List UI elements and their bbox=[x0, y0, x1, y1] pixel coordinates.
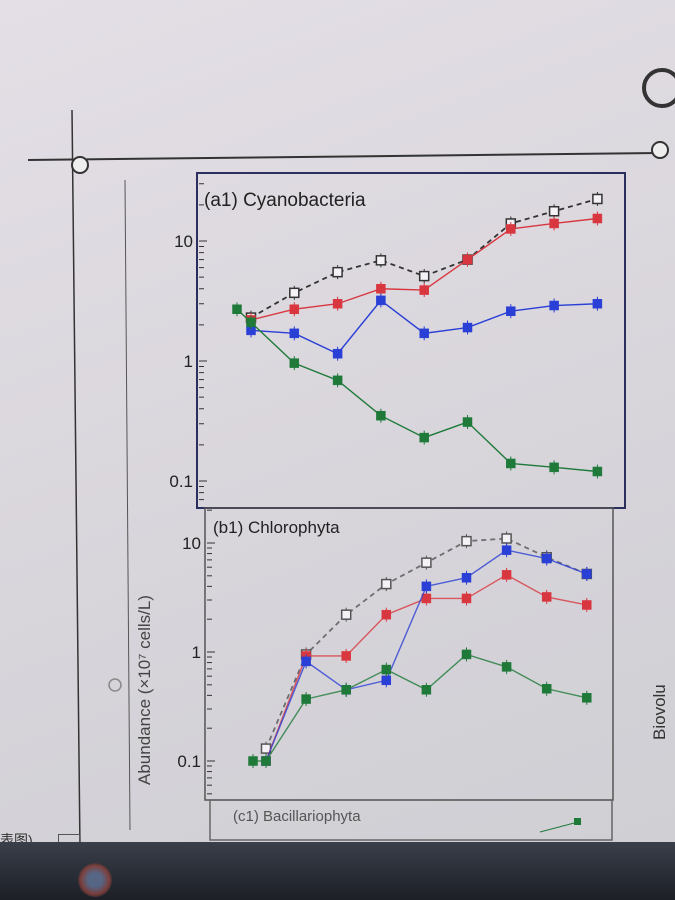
data-point bbox=[506, 224, 516, 234]
data-point bbox=[421, 581, 432, 592]
data-point bbox=[462, 254, 473, 265]
data-point bbox=[541, 684, 552, 694]
data-point bbox=[341, 651, 351, 661]
data-point bbox=[289, 328, 300, 339]
data-point bbox=[592, 466, 603, 477]
data-point bbox=[332, 348, 343, 359]
taskbar bbox=[0, 842, 675, 900]
data-point bbox=[549, 218, 559, 229]
guide-line-horizontal[interactable] bbox=[27, 152, 661, 161]
data-point bbox=[592, 298, 603, 309]
data-point bbox=[592, 213, 603, 224]
data-point bbox=[341, 685, 351, 695]
panel-b1-title: (b1) Chlorophyta bbox=[213, 518, 340, 537]
data-point bbox=[340, 609, 352, 620]
data-point bbox=[419, 328, 429, 339]
data-point bbox=[381, 664, 392, 675]
data-point bbox=[421, 557, 432, 568]
data-point bbox=[419, 432, 429, 443]
biovolume-label: Biovolu bbox=[650, 684, 669, 740]
data-point bbox=[301, 656, 311, 667]
panel-c1-title: (c1) Bacillariophyta bbox=[233, 808, 361, 825]
data-point bbox=[376, 284, 386, 294]
series-line bbox=[250, 198, 598, 319]
data-point bbox=[332, 375, 343, 386]
guide-line-vertical[interactable] bbox=[71, 109, 81, 851]
y-tick-label: 0.1 bbox=[177, 752, 201, 771]
data-point bbox=[541, 553, 552, 564]
data-point bbox=[506, 458, 516, 469]
figure-border bbox=[124, 179, 131, 831]
y-axis-title: Abundance (×10⁷ cells/L) bbox=[135, 595, 154, 785]
data-point bbox=[582, 693, 592, 703]
panel-a1: 10 1 0.1 bbox=[169, 183, 603, 501]
y-tick-label: 0.1 bbox=[169, 472, 193, 491]
data-point bbox=[461, 572, 472, 583]
data-point bbox=[248, 756, 258, 766]
data-point bbox=[418, 270, 430, 282]
rotate-handle-icon[interactable] bbox=[642, 68, 675, 108]
data-point bbox=[261, 756, 271, 766]
c1-series-line bbox=[539, 821, 579, 833]
data-point bbox=[461, 593, 472, 604]
data-point bbox=[419, 285, 429, 295]
data-point bbox=[289, 304, 300, 314]
y-tick-label: 10 bbox=[174, 232, 193, 251]
data-point bbox=[289, 287, 300, 299]
data-point bbox=[289, 358, 300, 368]
data-point bbox=[381, 578, 392, 590]
data-point bbox=[232, 304, 242, 314]
data-point bbox=[462, 417, 473, 427]
data-point bbox=[461, 649, 472, 660]
data-point bbox=[548, 205, 560, 217]
data-point bbox=[501, 533, 512, 544]
y-tick-label: 1 bbox=[192, 643, 201, 662]
y-tick-label: 1 bbox=[184, 352, 193, 371]
data-point bbox=[376, 410, 386, 421]
data-point bbox=[421, 685, 432, 695]
panel-c1-frame bbox=[209, 799, 613, 841]
data-point bbox=[332, 298, 343, 309]
monitor-screen bbox=[0, 0, 675, 845]
data-point bbox=[381, 675, 392, 686]
guide-handle[interactable] bbox=[651, 141, 669, 159]
data-point bbox=[592, 193, 603, 205]
panel-a1-title: (a1) Cyanobacteria bbox=[204, 190, 366, 211]
data-point bbox=[549, 300, 559, 311]
data-point bbox=[246, 317, 256, 328]
data-point bbox=[541, 592, 552, 602]
data-point bbox=[462, 322, 473, 333]
series-line bbox=[265, 537, 588, 749]
series-line bbox=[236, 308, 598, 473]
browser-taskbar-icon[interactable] bbox=[78, 863, 112, 897]
data-point bbox=[506, 306, 516, 316]
data-point bbox=[549, 462, 559, 473]
data-point bbox=[375, 255, 387, 266]
data-point bbox=[376, 295, 386, 306]
data-point bbox=[582, 600, 592, 610]
c1-data-point bbox=[574, 818, 581, 825]
data-point bbox=[301, 694, 311, 704]
data-point bbox=[501, 545, 512, 555]
data-point bbox=[582, 569, 592, 579]
panel-b1: 10 1 0.1 bbox=[177, 509, 593, 795]
data-point bbox=[501, 662, 512, 672]
guide-handle[interactable] bbox=[71, 156, 89, 174]
series-line bbox=[253, 653, 587, 762]
y-tick-label: 10 bbox=[182, 534, 201, 553]
data-point bbox=[381, 609, 392, 620]
data-point bbox=[332, 266, 343, 278]
guide-handle[interactable] bbox=[108, 678, 122, 692]
data-point bbox=[461, 535, 472, 547]
data-point bbox=[501, 570, 512, 580]
